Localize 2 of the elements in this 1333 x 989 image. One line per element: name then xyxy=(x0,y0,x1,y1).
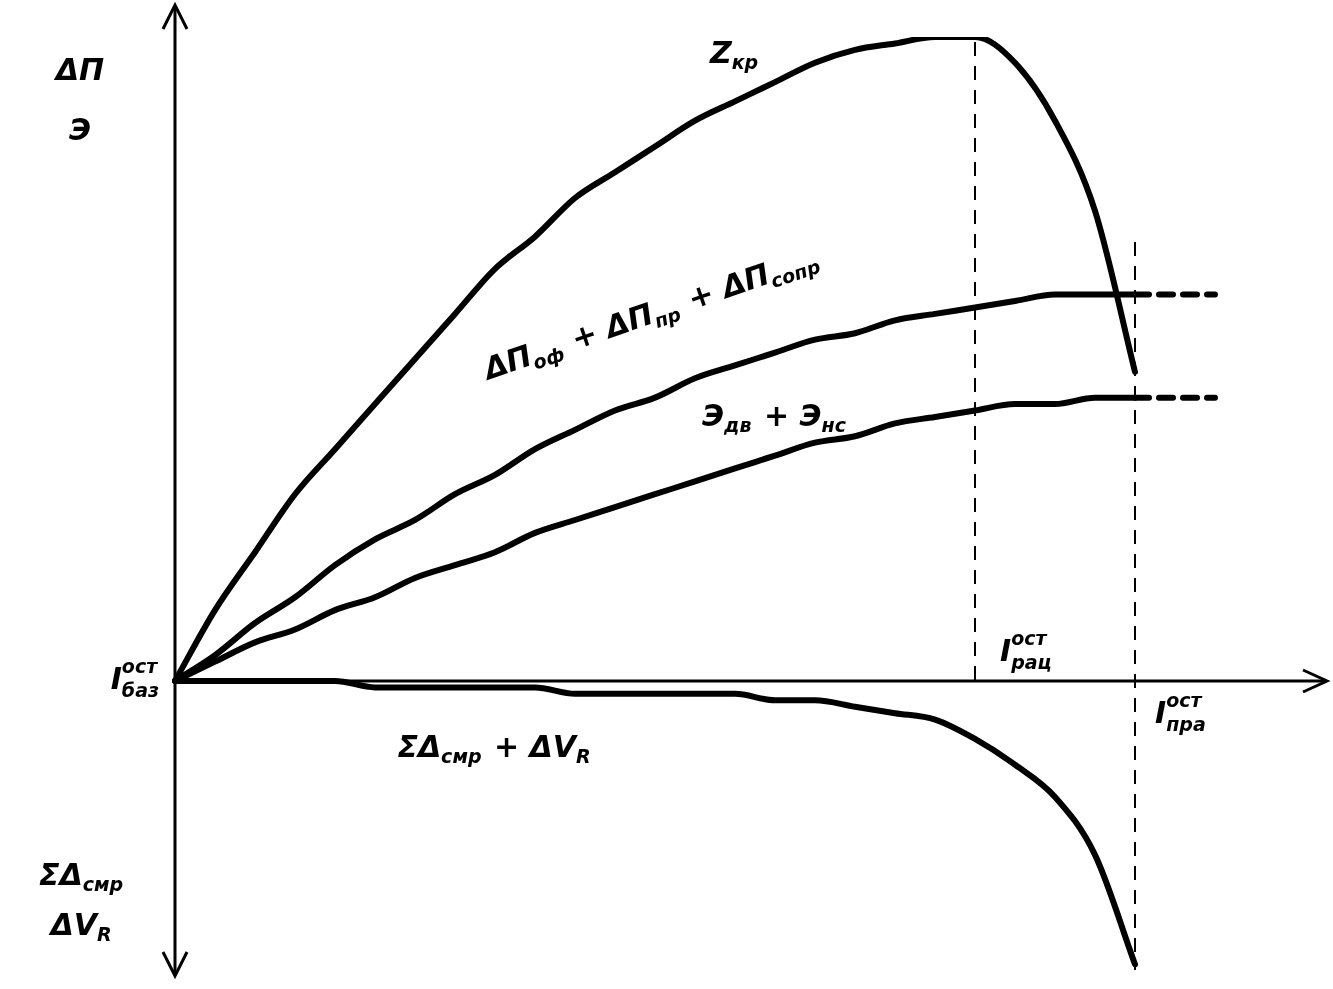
y-axis-title: ΔП Э xyxy=(53,52,105,147)
text: ΔПоф + ΔПпр + ΔПсопр xyxy=(477,254,824,387)
